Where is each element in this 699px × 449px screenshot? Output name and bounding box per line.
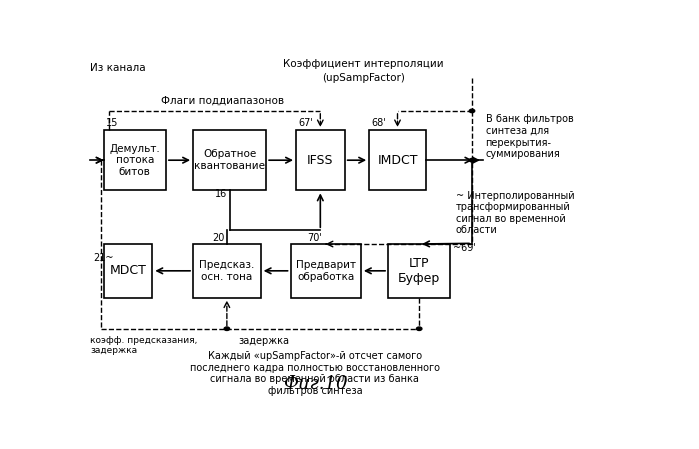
- Text: Каждый «upSampFactor»-й отсчет самого
последнего кадра полностью восстановленног: Каждый «upSampFactor»-й отсчет самого по…: [190, 351, 440, 396]
- Bar: [103, 130, 166, 190]
- Text: коэфф. предсказания,
задержка: коэфф. предсказания, задержка: [90, 336, 197, 355]
- Text: 21~: 21~: [93, 253, 113, 263]
- Text: ~69': ~69': [453, 243, 476, 253]
- Circle shape: [224, 327, 229, 330]
- Text: Предварит
обработка: Предварит обработка: [296, 260, 356, 282]
- Text: IMDCT: IMDCT: [377, 154, 418, 167]
- Text: LTP
Буфер: LTP Буфер: [398, 257, 440, 285]
- Text: В банк фильтров
синтеза для
перекрытия-
суммирования: В банк фильтров синтеза для перекрытия- …: [486, 114, 573, 159]
- Bar: [193, 130, 266, 190]
- Text: ~ Интерполированный
трансформированный
сигнал во временной
области: ~ Интерполированный трансформированный с…: [456, 190, 575, 235]
- Text: (upSampFactor): (upSampFactor): [322, 73, 405, 83]
- Text: задержка: задержка: [238, 336, 289, 346]
- Text: MDCT: MDCT: [110, 264, 147, 277]
- Text: IFSS: IFSS: [307, 154, 333, 167]
- Bar: [388, 244, 450, 298]
- Text: Демульт.
потока
битов: Демульт. потока битов: [110, 144, 160, 177]
- Text: 68': 68': [372, 119, 387, 128]
- Bar: [103, 244, 152, 298]
- Text: Флаги поддиапазонов: Флаги поддиапазонов: [161, 96, 284, 106]
- Text: Из канала: Из канала: [90, 63, 145, 73]
- Text: Коэффициент интерполяции: Коэффициент интерполяции: [283, 59, 444, 69]
- Bar: [193, 244, 261, 298]
- Circle shape: [469, 158, 475, 162]
- Text: 16: 16: [215, 189, 227, 199]
- Bar: [291, 244, 361, 298]
- Text: 70': 70': [307, 233, 322, 242]
- Text: Фиг.10: Фиг.10: [282, 375, 347, 393]
- Text: 15: 15: [106, 119, 119, 128]
- Bar: [369, 130, 426, 190]
- Text: Обратное
квантование: Обратное квантование: [194, 150, 265, 171]
- Circle shape: [417, 327, 422, 330]
- Circle shape: [469, 109, 475, 113]
- Text: 20: 20: [212, 233, 224, 242]
- Text: Предсказ.
осн. тона: Предсказ. осн. тона: [199, 260, 254, 282]
- Bar: [296, 130, 345, 190]
- Text: 67': 67': [298, 119, 314, 128]
